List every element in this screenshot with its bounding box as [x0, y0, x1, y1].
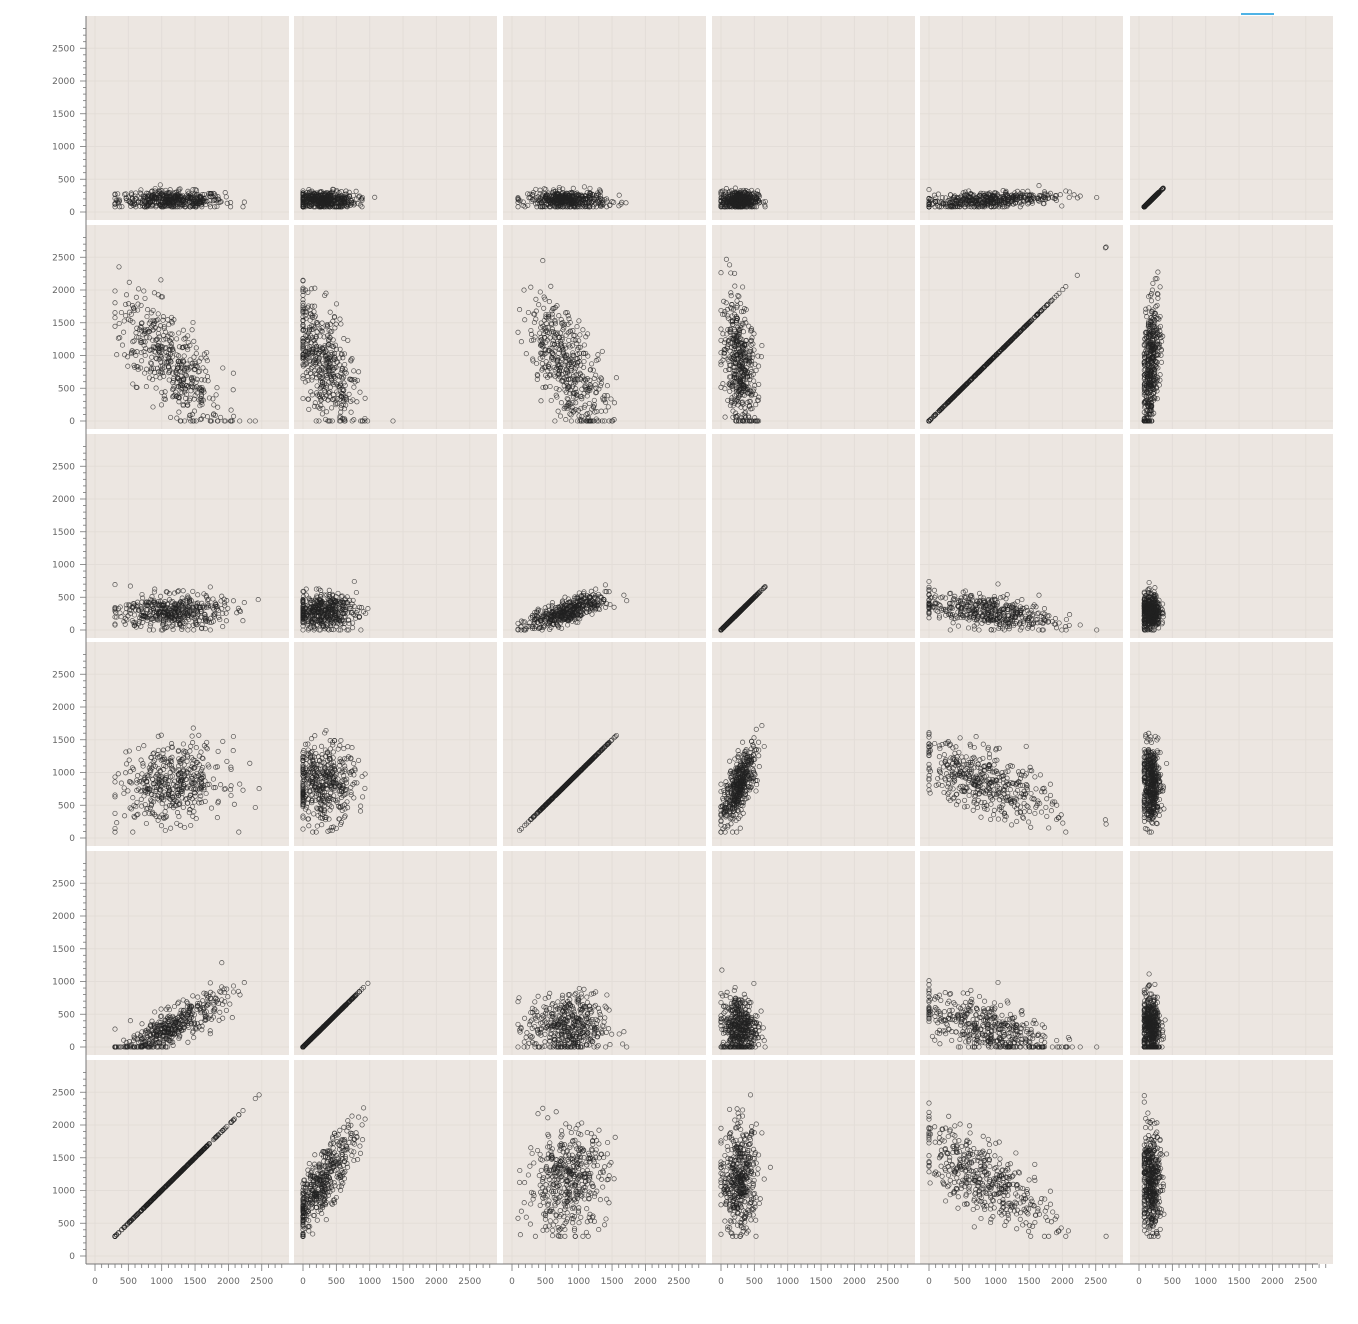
data-point — [216, 196, 222, 203]
data-point — [217, 199, 223, 205]
data-point — [215, 194, 221, 200]
data-point — [185, 188, 191, 194]
data-point — [211, 198, 217, 204]
data-point — [203, 201, 209, 208]
data-point — [224, 200, 230, 206]
data-point — [115, 191, 121, 197]
data-point — [112, 195, 118, 201]
panel-r1-c3 — [712, 225, 915, 429]
data-point — [130, 199, 136, 205]
data-point — [240, 204, 246, 210]
data-point — [182, 204, 188, 210]
data-point — [123, 191, 129, 197]
data-point — [214, 203, 220, 210]
panel-r1-c1 — [294, 225, 497, 429]
panel-r1-c2 — [503, 225, 706, 429]
panel-background — [294, 16, 497, 220]
data-point — [222, 190, 228, 196]
panels-layer — [86, 16, 1333, 1264]
data-point — [241, 199, 247, 205]
panel-r0-c2 — [503, 16, 706, 220]
panel-r1-c0 — [86, 225, 289, 429]
panel-r0-c1 — [294, 16, 497, 220]
panel-r0-c0 — [86, 16, 289, 220]
data-point — [138, 191, 144, 197]
data-point — [119, 204, 125, 210]
data-point — [136, 199, 142, 205]
data-point — [228, 204, 234, 210]
panel-r0-c3 — [712, 16, 915, 220]
panel-r0-c4 — [920, 16, 1123, 220]
panel-r0-c5 — [1130, 16, 1333, 220]
data-point — [138, 187, 144, 193]
data-point — [116, 198, 122, 205]
data-point — [152, 185, 158, 192]
data-point — [128, 203, 134, 209]
panel-r1-c4 — [920, 225, 1123, 429]
panel-background — [86, 16, 289, 220]
